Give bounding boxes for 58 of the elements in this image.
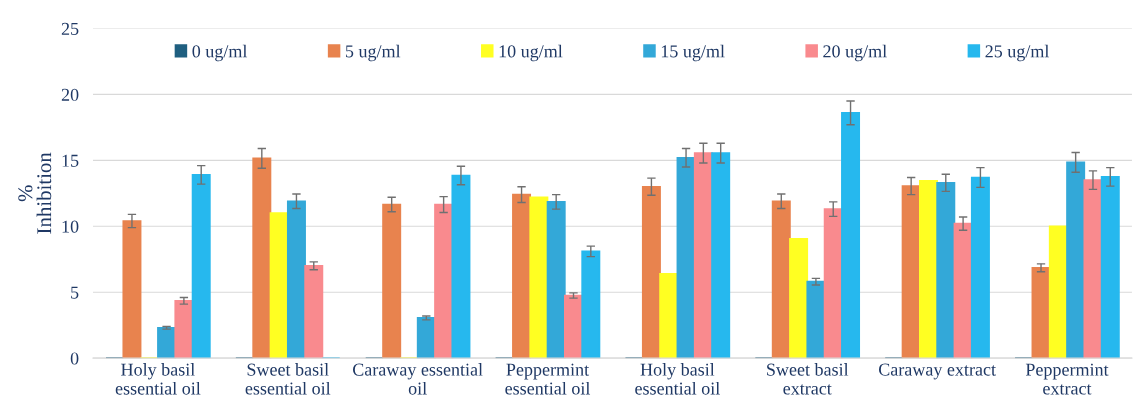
- bar: [269, 212, 289, 359]
- bar: [546, 201, 566, 359]
- bar: [789, 237, 809, 359]
- x-tick-label: Peppermint essential oil: [505, 363, 591, 395]
- bar: [157, 326, 177, 359]
- y-tick-label: 20: [61, 88, 79, 101]
- y-tick-label: 25: [61, 22, 79, 35]
- bar: [416, 317, 436, 359]
- bar: [564, 294, 583, 359]
- x-tick-label: Peppermint extract: [1025, 363, 1109, 395]
- bar: [252, 157, 272, 359]
- legend-label: 15 ug/ml: [661, 44, 725, 62]
- bar: [771, 200, 791, 359]
- bar: [676, 156, 696, 359]
- bar: [122, 220, 142, 359]
- bar: [936, 181, 956, 359]
- legend-label: 20 ug/ml: [823, 44, 887, 62]
- bar: [953, 222, 973, 359]
- bar: [286, 200, 306, 359]
- legend-label: 10 ug/ml: [499, 44, 563, 62]
- bar: [581, 250, 601, 359]
- bar: [1100, 176, 1120, 359]
- x-tick-label: Caraway essential oil: [352, 363, 483, 395]
- y-tick-label: 10: [62, 220, 79, 233]
- bar: [806, 280, 826, 359]
- legend-label: 5 ug/ml: [345, 44, 401, 62]
- bar: [901, 185, 921, 359]
- bar: [1066, 161, 1086, 359]
- legend-label: 25 ug/ml: [985, 44, 1050, 62]
- y-axis-title: % Inhibition: [18, 152, 52, 234]
- x-tick-label: Holy basil essential oil: [115, 363, 201, 395]
- bar: [1031, 266, 1051, 359]
- bar: [823, 208, 843, 359]
- bar: [841, 112, 861, 359]
- bar: [382, 203, 402, 359]
- bar: [434, 203, 454, 359]
- x-tick-label: Holy basil essential oil: [635, 363, 720, 395]
- y-tick-label: 0: [70, 352, 79, 365]
- x-tick-label: Sweet basil essential oil: [245, 363, 331, 395]
- bar: [918, 179, 938, 359]
- bar: [1083, 179, 1103, 359]
- bar: [512, 193, 532, 359]
- x-tick-label: Sweet basil extract: [767, 363, 849, 395]
- bar: [191, 174, 211, 359]
- bar: [970, 176, 990, 359]
- bar: [304, 265, 324, 359]
- y-tick-label: 15: [62, 154, 79, 167]
- bar: [1048, 225, 1068, 359]
- legend-label: 0 ug/ml: [192, 44, 248, 62]
- bar: [659, 272, 679, 359]
- bar: [529, 196, 549, 359]
- y-tick-label: 5: [71, 286, 79, 299]
- bar: [451, 174, 471, 359]
- bar: [711, 152, 731, 359]
- bar: [174, 299, 194, 359]
- x-tick-label: Caraway extract: [878, 363, 996, 380]
- bar: [641, 185, 661, 359]
- bar: [693, 152, 713, 359]
